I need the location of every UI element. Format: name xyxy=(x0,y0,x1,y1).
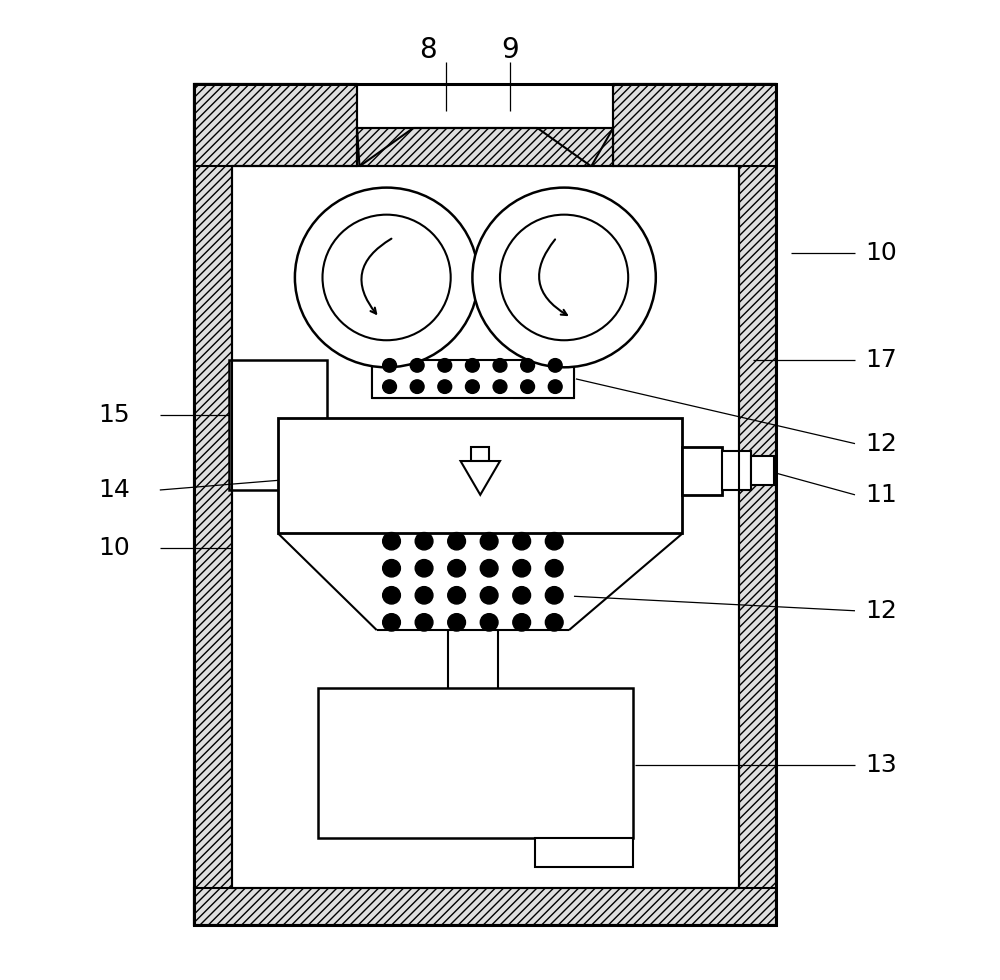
Bar xyxy=(229,360,327,490)
Bar xyxy=(194,84,232,925)
Circle shape xyxy=(545,532,563,550)
Circle shape xyxy=(448,587,465,604)
Bar xyxy=(722,452,751,490)
Text: 9: 9 xyxy=(501,36,519,65)
Circle shape xyxy=(493,359,507,372)
Bar xyxy=(194,84,357,167)
Circle shape xyxy=(493,380,507,393)
Bar xyxy=(535,838,633,866)
Circle shape xyxy=(480,587,498,604)
Circle shape xyxy=(545,587,563,604)
Text: 8: 8 xyxy=(419,36,437,65)
Bar xyxy=(278,417,682,533)
Bar xyxy=(232,167,739,888)
Circle shape xyxy=(465,380,479,393)
Text: 12: 12 xyxy=(865,599,897,622)
Circle shape xyxy=(415,587,433,604)
Text: 10: 10 xyxy=(98,536,130,560)
Text: 15: 15 xyxy=(99,403,130,426)
Circle shape xyxy=(521,359,535,372)
Bar xyxy=(232,167,739,888)
Circle shape xyxy=(513,560,531,577)
Bar xyxy=(194,84,776,925)
Circle shape xyxy=(383,380,396,393)
Circle shape xyxy=(415,560,433,577)
Circle shape xyxy=(322,215,451,340)
Circle shape xyxy=(480,532,498,550)
Text: 17: 17 xyxy=(865,348,897,371)
Circle shape xyxy=(415,613,433,631)
Circle shape xyxy=(500,215,628,340)
Circle shape xyxy=(521,380,535,393)
Bar xyxy=(739,84,776,925)
Circle shape xyxy=(545,560,563,577)
Circle shape xyxy=(448,613,465,631)
Circle shape xyxy=(383,532,400,550)
Bar xyxy=(751,456,774,485)
Text: 13: 13 xyxy=(865,754,897,777)
Circle shape xyxy=(438,380,452,393)
Circle shape xyxy=(545,613,563,631)
Circle shape xyxy=(410,359,424,372)
Circle shape xyxy=(438,359,452,372)
Polygon shape xyxy=(461,461,500,495)
Circle shape xyxy=(383,359,396,372)
Circle shape xyxy=(513,587,531,604)
Circle shape xyxy=(415,532,433,550)
Text: 11: 11 xyxy=(865,483,897,507)
Text: 14: 14 xyxy=(98,478,130,502)
Bar xyxy=(318,688,633,838)
Bar xyxy=(372,360,574,398)
Circle shape xyxy=(548,359,562,372)
Circle shape xyxy=(383,587,400,604)
Circle shape xyxy=(295,187,478,368)
Text: 12: 12 xyxy=(865,431,897,456)
Circle shape xyxy=(383,613,400,631)
Bar xyxy=(682,447,722,495)
Circle shape xyxy=(513,532,531,550)
Circle shape xyxy=(513,613,531,631)
Circle shape xyxy=(448,560,465,577)
Bar xyxy=(471,447,489,461)
Circle shape xyxy=(472,187,656,368)
Circle shape xyxy=(548,380,562,393)
Circle shape xyxy=(480,613,498,631)
Circle shape xyxy=(480,560,498,577)
Circle shape xyxy=(383,560,400,577)
Text: 10: 10 xyxy=(865,241,897,266)
Bar xyxy=(194,888,776,925)
Circle shape xyxy=(448,532,465,550)
Circle shape xyxy=(465,359,479,372)
Bar xyxy=(613,84,776,167)
Circle shape xyxy=(410,380,424,393)
Bar xyxy=(357,127,613,167)
